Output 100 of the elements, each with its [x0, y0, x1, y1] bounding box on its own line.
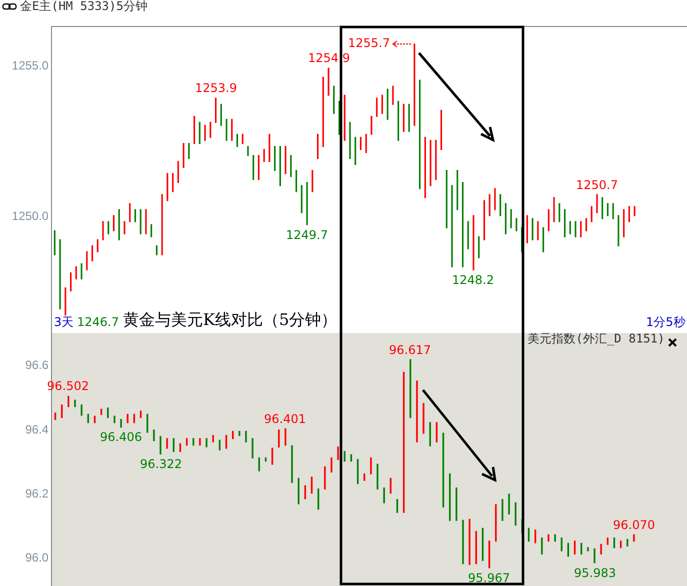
candlestick	[606, 537, 609, 545]
candlestick	[500, 194, 502, 216]
candlestick	[328, 68, 330, 96]
candlestick	[317, 134, 319, 159]
candlestick	[337, 446, 339, 460]
candlestick	[537, 221, 539, 240]
candlestick	[160, 436, 162, 455]
candlestick	[365, 134, 367, 153]
candlestick	[553, 197, 555, 222]
annotation: 1249.7	[286, 228, 328, 242]
candlestick	[156, 245, 158, 256]
candlestick	[623, 209, 625, 238]
candlestick	[124, 221, 126, 234]
candlestick	[386, 88, 388, 120]
candlestick	[126, 414, 128, 424]
candlestick	[376, 464, 378, 490]
candlestick	[218, 440, 221, 450]
candlestick	[488, 194, 490, 216]
candlestick	[620, 540, 622, 548]
annotation: 95.967	[468, 571, 510, 585]
candlestick	[182, 142, 184, 168]
candlestick	[580, 221, 582, 238]
candlestick	[534, 529, 536, 544]
candlestick	[419, 80, 421, 190]
candlestick	[225, 434, 228, 449]
candlestick	[107, 407, 109, 418]
candlestick	[526, 215, 528, 244]
candlestick	[482, 528, 484, 561]
candlestick	[312, 170, 314, 192]
candlestick	[436, 422, 438, 442]
candlestick	[263, 148, 265, 162]
candlestick	[504, 203, 506, 234]
candlestick	[86, 251, 88, 270]
candlestick	[220, 104, 222, 126]
candlestick	[569, 221, 571, 234]
candlestick	[560, 537, 562, 552]
candlestick	[600, 544, 602, 554]
candlestick	[145, 209, 147, 234]
annotation: 1255.7	[348, 36, 390, 50]
candlestick	[61, 404, 63, 418]
candlestick	[364, 473, 366, 481]
candlestick	[483, 200, 486, 240]
candlestick	[633, 534, 635, 542]
candlestick	[494, 188, 496, 210]
candlestick	[247, 146, 249, 156]
y-tick-label: 96.0	[25, 550, 49, 564]
annotation: 3天	[54, 315, 74, 329]
candlestick	[54, 412, 56, 420]
candlestick	[271, 448, 274, 465]
candlestick	[370, 116, 372, 135]
annotation: 96.401	[264, 412, 306, 426]
candlestick	[140, 209, 142, 234]
candlestick	[153, 430, 155, 442]
candlestick	[324, 466, 326, 490]
y-tick-label: 1250.0	[12, 208, 49, 223]
candlestick	[574, 540, 576, 554]
annotation: 96.406	[100, 430, 142, 444]
candlestick	[330, 457, 332, 472]
candlestick	[370, 457, 372, 474]
candlestick	[310, 476, 313, 494]
candlestick	[188, 142, 190, 159]
candlestick	[75, 266, 77, 280]
candlestick	[435, 140, 437, 180]
candlestick	[502, 499, 504, 521]
candlestick	[238, 430, 240, 436]
candlestick	[554, 534, 556, 542]
candlestick	[590, 206, 592, 222]
candlestick	[456, 170, 458, 210]
candlestick	[210, 122, 212, 138]
annotation: 96.502	[47, 379, 89, 393]
annotation: 1248.2	[452, 273, 494, 287]
candlestick	[414, 44, 416, 126]
candlestick	[129, 203, 131, 222]
candlestick	[416, 380, 418, 442]
candlestick	[212, 434, 214, 442]
candlestick	[596, 194, 598, 214]
candlestick	[338, 100, 340, 135]
candlestick	[468, 518, 470, 566]
candlestick	[300, 185, 302, 214]
candlestick	[279, 146, 281, 186]
candlestick	[383, 488, 385, 504]
candlestick	[333, 86, 335, 114]
candlestick	[424, 136, 426, 198]
candlestick	[290, 154, 292, 178]
candlestick	[542, 227, 544, 252]
candlestick	[381, 94, 383, 114]
candlestick	[118, 209, 120, 240]
candlestick	[161, 194, 163, 256]
candlestick	[172, 173, 174, 192]
candlestick	[612, 203, 614, 220]
candlestick	[344, 450, 346, 462]
candlestick	[613, 537, 616, 548]
candlestick	[204, 124, 206, 141]
candlestick	[472, 215, 474, 270]
candlestick	[508, 494, 510, 514]
candlestick	[278, 430, 280, 448]
candlestick	[284, 428, 286, 446]
candlestick	[114, 416, 116, 424]
candlestick	[516, 218, 518, 232]
candlestick	[112, 215, 115, 232]
